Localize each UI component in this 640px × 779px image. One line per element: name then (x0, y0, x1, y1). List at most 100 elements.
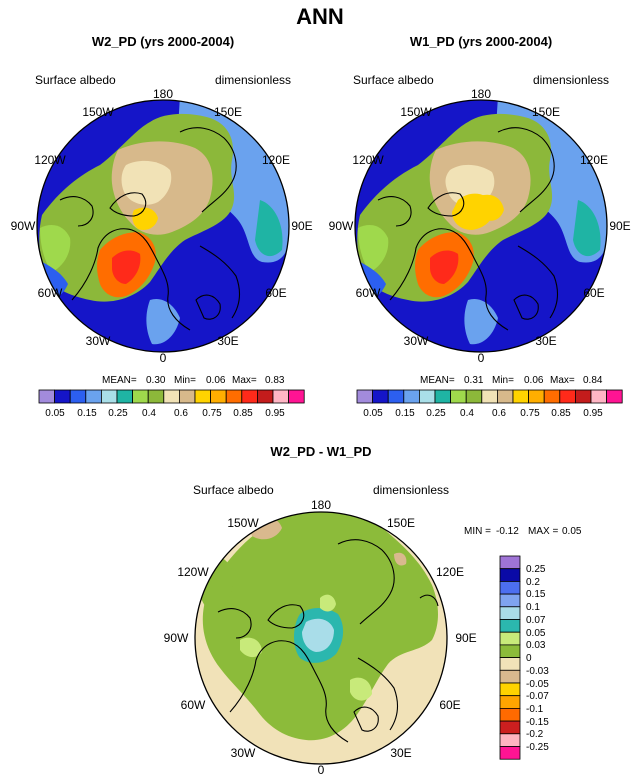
lon-label-90w: 90W (164, 631, 189, 645)
figure-title: ANN (296, 4, 344, 29)
panel-w2-pd: W2_PD (yrs 2000-2004) Surface albedo dim… (11, 34, 313, 419)
colorbar-swatch (499, 657, 521, 671)
colorbar-swatch (288, 389, 305, 404)
coastlines (377, 127, 559, 331)
lon-label-150e: 150E (532, 105, 560, 119)
colorbar-label: -0.03 (526, 666, 549, 677)
albedo-region (255, 200, 283, 257)
colorbar-swatch (499, 581, 521, 595)
coastlines (59, 127, 241, 331)
colorbar-swatch (499, 746, 521, 760)
mean-value: 0.30 (146, 375, 166, 386)
min-label: MIN = (464, 526, 491, 537)
lon-label-0: 0 (318, 763, 325, 777)
colorbar-label: 0.4 (460, 408, 474, 419)
colorbar-swatch (528, 389, 545, 404)
colorbar-swatch (434, 389, 452, 404)
colorbar-swatch (499, 708, 521, 722)
colorbar-swatch (499, 720, 521, 735)
colorbar-label: 0.25 (526, 564, 546, 575)
lon-label-60e: 60E (583, 286, 604, 300)
colorbar-label: 0.15 (526, 589, 546, 600)
colorbar-label: -0.25 (526, 742, 549, 753)
lon-label-90e: 90E (455, 631, 476, 645)
colorbar-swatch (499, 619, 521, 633)
map-border (194, 511, 448, 765)
lon-label-120w: 120W (34, 153, 66, 167)
colorbar-swatch (575, 389, 592, 404)
colorbar-swatch (194, 389, 212, 404)
colorbar-swatch (499, 568, 521, 582)
colorbar-label: -0.15 (526, 717, 549, 728)
colorbar-swatch (147, 389, 165, 404)
colorbar-label: 0.4 (142, 408, 156, 419)
colorbar-swatch (356, 389, 374, 404)
negative-diff-region (350, 677, 372, 701)
colorbar-swatch (272, 389, 290, 404)
panel-title: W2_PD (yrs 2000-2004) (92, 34, 234, 49)
max-value: 0.05 (562, 526, 582, 537)
colorbar-swatch (69, 389, 87, 404)
colorbar-label: 0.05 (526, 628, 546, 639)
albedo-region (146, 298, 180, 345)
panel-difference: W2_PD - W1_PD Surface albedo dimensionle… (164, 444, 582, 777)
colorbar-swatch (499, 682, 521, 697)
lon-label-30e: 30E (390, 746, 411, 760)
colorbar-label: 0.6 (174, 408, 188, 419)
colorbar-label: -0.05 (526, 679, 549, 690)
ice-sheet-region (132, 207, 158, 230)
colorbar-swatch (499, 733, 521, 747)
min-value: -0.12 (496, 526, 519, 537)
colorbar-swatch (38, 389, 56, 404)
lon-label-90w: 90W (329, 219, 354, 233)
colorbar-swatch (543, 389, 561, 404)
map-border (36, 99, 290, 353)
colorbar-swatch (418, 389, 436, 404)
colorbar-swatch (499, 669, 521, 684)
colorbar-swatch (559, 389, 576, 404)
colorbar-swatch (241, 389, 258, 404)
lon-label-180: 180 (311, 498, 331, 512)
colorbar-swatch (85, 389, 102, 404)
colorbar-label: 0.15 (395, 408, 415, 419)
lon-label-180: 180 (153, 87, 173, 101)
lon-label-120e: 120E (436, 565, 464, 579)
colorbar-swatch (499, 644, 521, 659)
lon-label-60e: 60E (265, 286, 286, 300)
albedo-map (355, 100, 607, 352)
colorbar-swatch (54, 389, 71, 404)
lon-label-150w: 150W (227, 516, 259, 530)
colorbar-swatch (116, 389, 134, 404)
stats-line: MEAN= 0.30 Min= 0.06 Max= 0.83 (102, 375, 285, 386)
colorbar-label: 0.25 (108, 408, 128, 419)
lon-label-120w: 120W (352, 153, 384, 167)
colorbar-swatch (481, 389, 498, 404)
colorbar-labels: 0.05 0.15 0.25 0.4 0.6 0.75 0.85 0.95 (45, 408, 285, 419)
colorbar-swatch (101, 389, 118, 404)
lon-label-60w: 60W (356, 286, 381, 300)
colorbar-swatch (178, 389, 196, 404)
colorbar-label: 0.03 (526, 640, 546, 651)
lon-label-150w: 150W (400, 105, 432, 119)
lon-label-30w: 30W (404, 334, 429, 348)
min-value: 0.06 (524, 375, 544, 386)
colorbar-swatch (450, 389, 467, 404)
albedo-region (358, 225, 389, 272)
mean-label: MEAN= (102, 375, 137, 386)
colorbar-swatch (225, 389, 243, 404)
panel-left-label: Surface albedo (193, 483, 274, 497)
colorbar-label: 0.95 (265, 408, 285, 419)
lon-label-90w: 90W (11, 219, 36, 233)
panel-right-label: dimensionless (215, 73, 291, 87)
lon-label-120e: 120E (580, 153, 608, 167)
greenland-core-region (112, 250, 141, 284)
lon-label-0: 0 (478, 351, 485, 365)
colorbar-swatch (210, 389, 227, 404)
colorbar-label: 0.25 (426, 408, 446, 419)
longitude-labels: 180 150E 120E 90E 60E 30E 0 30W 60W 90W … (11, 87, 313, 365)
lon-label-0: 0 (160, 351, 167, 365)
colorbar-label: -0.07 (526, 691, 549, 702)
albedo-region (573, 200, 601, 257)
lon-label-30e: 30E (535, 334, 556, 348)
albedo-region (40, 225, 71, 272)
